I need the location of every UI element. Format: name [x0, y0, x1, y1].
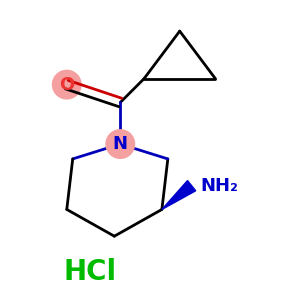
Polygon shape	[162, 181, 196, 209]
Text: N: N	[113, 135, 128, 153]
Text: O: O	[59, 76, 74, 94]
Circle shape	[52, 70, 81, 99]
Text: NH₂: NH₂	[200, 177, 238, 195]
Text: HCl: HCl	[64, 258, 117, 286]
Circle shape	[106, 130, 134, 158]
